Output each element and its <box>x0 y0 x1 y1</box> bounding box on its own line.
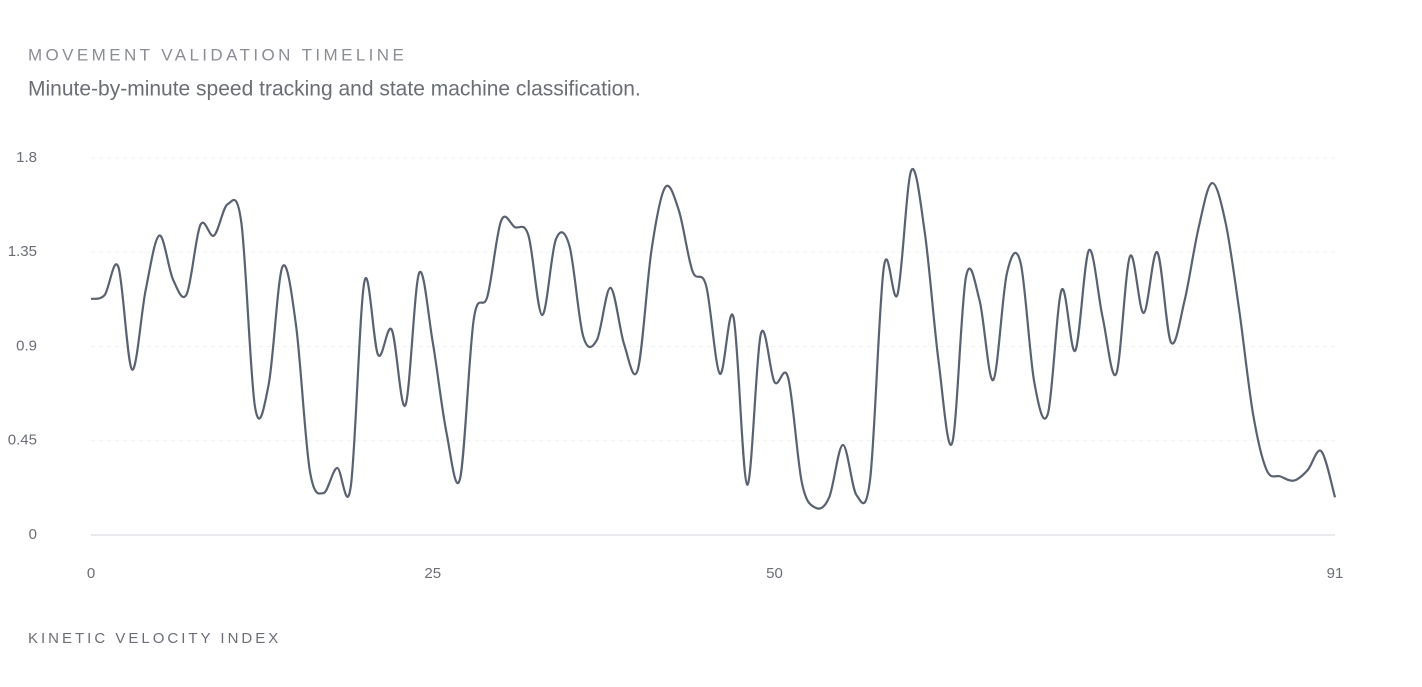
y-axis-label: KINETIC VELOCITY INDEX <box>28 630 281 647</box>
chart-title: MOVEMENT VALIDATION TIMELINE <box>28 45 407 64</box>
y-tick-label: 1.8 <box>16 149 37 166</box>
x-tick-label: 91 <box>1327 565 1344 582</box>
y-tick-label: 1.35 <box>8 243 37 260</box>
x-tick-label: 0 <box>87 565 95 582</box>
y-tick-label: 0 <box>29 526 37 543</box>
x-tick-label: 50 <box>766 565 783 582</box>
line <box>90 167 1337 510</box>
chart-subtitle: Minute-by-minute speed tracking and stat… <box>28 78 641 101</box>
y-tick-label: 0.45 <box>8 432 37 449</box>
y-tick-label: 0.9 <box>16 337 37 354</box>
x-tick-label: 25 <box>424 565 441 582</box>
